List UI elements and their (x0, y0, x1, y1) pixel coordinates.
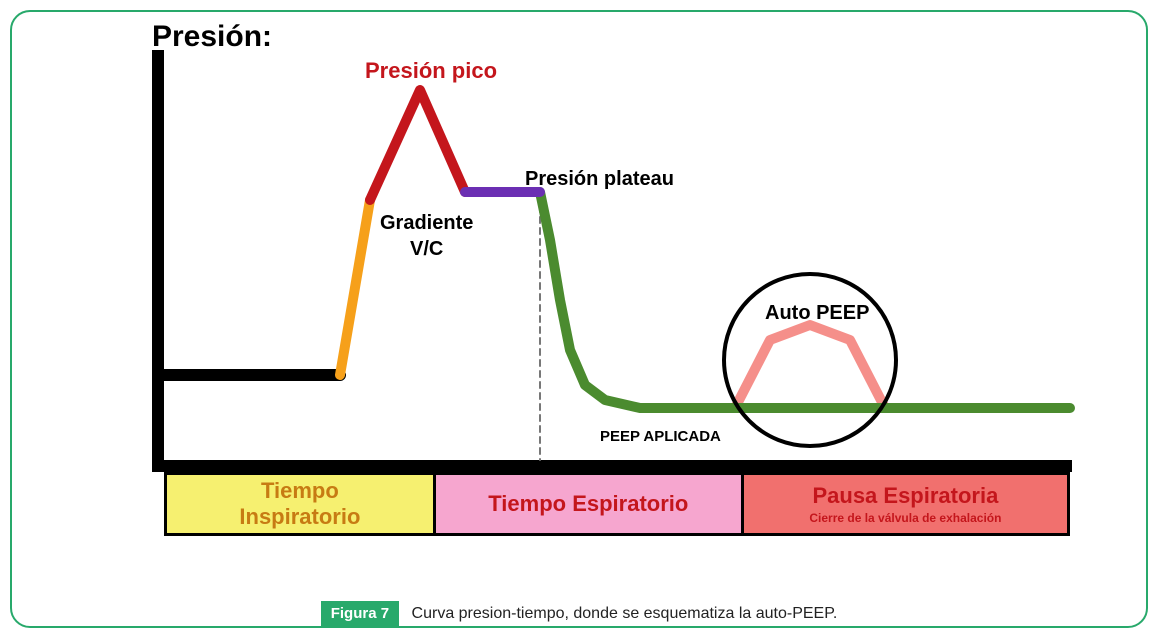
phase-label: TiempoInspiratorio (239, 478, 360, 530)
label-gradient2: V/C (410, 238, 443, 261)
phase-label: Tiempo Espiratorio (488, 491, 688, 517)
caption-text: Curva presion-tiempo, donde se esquemati… (412, 605, 838, 622)
curve-svg (70, 20, 1070, 540)
label-peep: PEEP APLICADA (600, 428, 721, 445)
pressure-time-chart: Presión: Presión pico Presión plateau Gr… (70, 20, 1070, 540)
phase-label: Pausa Espiratoria (812, 483, 998, 509)
phase-bar: TiempoInspiratorio Tiempo Espiratorio Pa… (164, 472, 1070, 536)
label-peak: Presión pico (365, 58, 497, 84)
phase-expiratory: Tiempo Espiratorio (436, 472, 744, 536)
phase-pause: Pausa Espiratoria Cierre de la válvula d… (744, 472, 1070, 536)
phase-sublabel: Cierre de la válvula de exhalación (809, 511, 1001, 525)
phase-inspiratory: TiempoInspiratorio (164, 472, 436, 536)
caption-badge: Figura 7 (321, 601, 399, 626)
label-autopeep: Auto PEEP (765, 302, 869, 325)
caption: Figura 7 Curva presion-tiempo, donde se … (0, 601, 1158, 626)
label-plateau: Presión plateau (525, 168, 674, 191)
label-gradient: Gradiente (380, 212, 473, 235)
